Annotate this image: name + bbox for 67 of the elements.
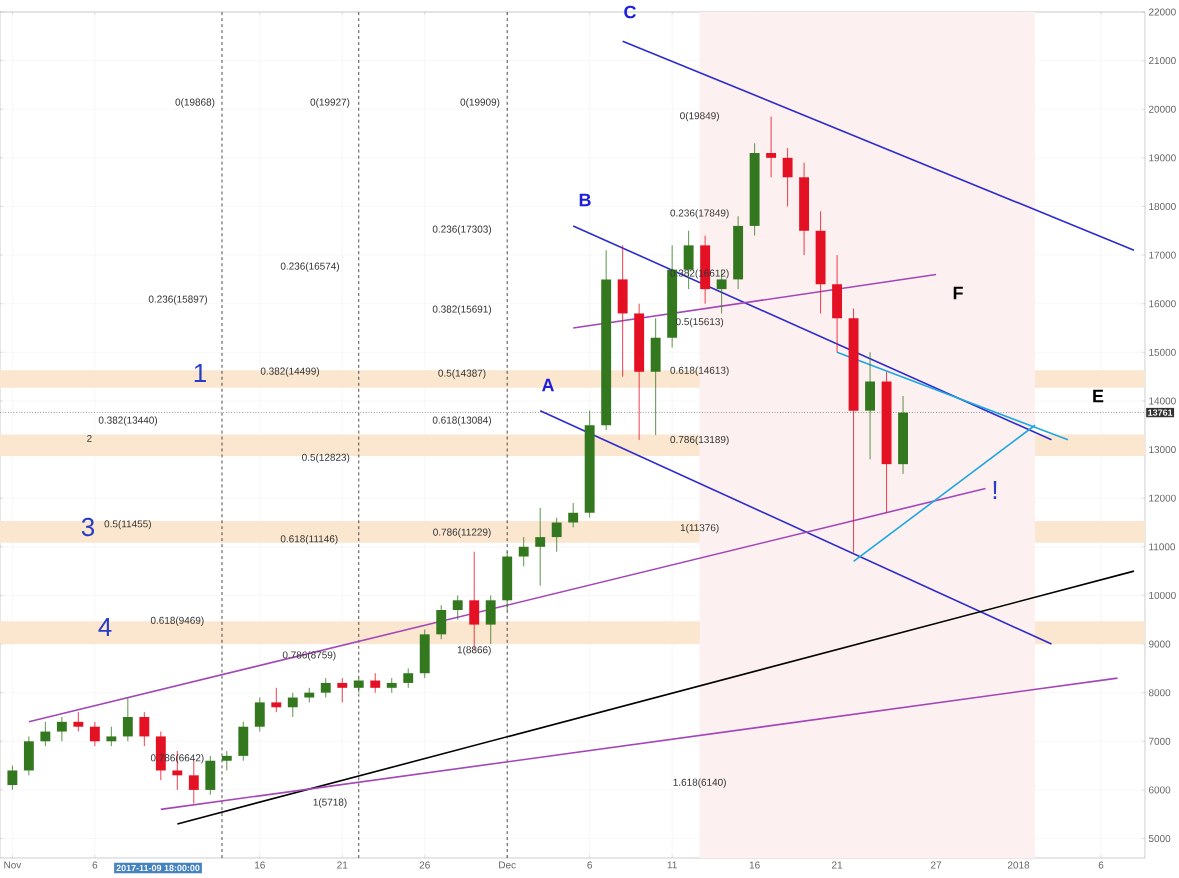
annotation: 4 (98, 618, 112, 636)
x-tick-label: 27 (931, 861, 942, 869)
y-tick-label: 21000 (1148, 57, 1176, 65)
x-tick-label: 11 (667, 861, 677, 869)
y-tick-label: 5000 (1148, 835, 1171, 843)
annotation: 0.382(13440) (98, 416, 158, 426)
x-tick-label: 16 (255, 861, 265, 869)
annotation: 1.618(6140) (673, 778, 726, 788)
y-tick-label: 6000 (1148, 786, 1171, 794)
annotation: 0.618(9469) (150, 616, 204, 626)
annotation: 0.382(14499) (260, 367, 320, 377)
annotation: 1(8866) (457, 645, 491, 656)
annotation: 0(19868) (175, 98, 215, 108)
y-tick-label: 9000 (1148, 640, 1171, 648)
y-tick-label: 14000 (1149, 397, 1176, 405)
text: 2017-11-09 18:00:00 (116, 864, 200, 872)
y-tick-label: 20000 (1148, 105, 1176, 113)
annotation: 0.618(14613) (670, 366, 729, 376)
annotation: 1(5718) (313, 798, 347, 808)
y-tick-label: 7000 (1149, 737, 1171, 745)
y-tick-label: 17000 (1149, 251, 1176, 259)
x-tick-label: 21 (337, 861, 348, 869)
y-tick-label: 18000 (1149, 202, 1176, 210)
annotation: 0.236(15897) (148, 295, 208, 305)
x-tick-label: 21 (832, 861, 843, 869)
x-tick-label: Nov (4, 861, 22, 869)
annotation: 0.786(13189) (670, 435, 729, 446)
annotation: 0.382(15691) (432, 305, 492, 315)
annotation: A (541, 378, 555, 392)
y-tick-label: 22000 (1148, 8, 1176, 16)
x-tick-label: 16 (749, 861, 760, 869)
x-tick-label: 2018 (1007, 861, 1030, 869)
ref-line-label: 13761 (1148, 409, 1173, 416)
annotation: 3 (81, 517, 95, 537)
x-tick-label: 6 (1098, 861, 1104, 869)
annotation: 1(11376) (680, 523, 719, 534)
y-tick-label: 15000 (1149, 348, 1176, 356)
y-tick-label: 16000 (1149, 300, 1176, 308)
annotation: E (1093, 389, 1104, 403)
annotation: 0.5(11455) (104, 520, 151, 530)
annotation: 0.618(11146) (280, 535, 338, 545)
annotation: 0.618(13084) (432, 416, 492, 426)
y-tick-label: 12000 (1149, 494, 1176, 502)
y-tick-label: 13000 (1149, 446, 1176, 454)
annotation: 0(19927) (310, 98, 350, 108)
x-tick-label: Dec (499, 861, 516, 869)
annotation: 0.786(11229) (433, 528, 491, 538)
annotation: 0.5(14387) (438, 369, 486, 379)
x-tick-label: 6 (587, 861, 593, 869)
annotation: 1 (194, 364, 206, 382)
annotation: 0(19909) (460, 98, 500, 108)
annotation: 0.5(12823) (302, 453, 350, 463)
annotation: 2 (87, 434, 92, 442)
y-tick-label: 11000 (1149, 543, 1176, 551)
annotation: ! (993, 481, 997, 499)
annotation: C (624, 5, 636, 19)
annotation: 0(19849) (680, 111, 719, 122)
y-tick-label: 8000 (1148, 689, 1171, 697)
annotation: 0.236(17849) (670, 209, 729, 219)
y-tick-label: 10000 (1149, 591, 1176, 599)
annotation: B (579, 193, 591, 207)
x-tick-label: 6 (92, 861, 98, 869)
x-tick-label: 26 (419, 861, 430, 869)
y-tick-label: 19000 (1149, 154, 1176, 162)
annotation: 0.236(16574) (280, 262, 340, 272)
annotation: F (953, 286, 963, 300)
annotation: 0.236(17303) (432, 225, 492, 235)
